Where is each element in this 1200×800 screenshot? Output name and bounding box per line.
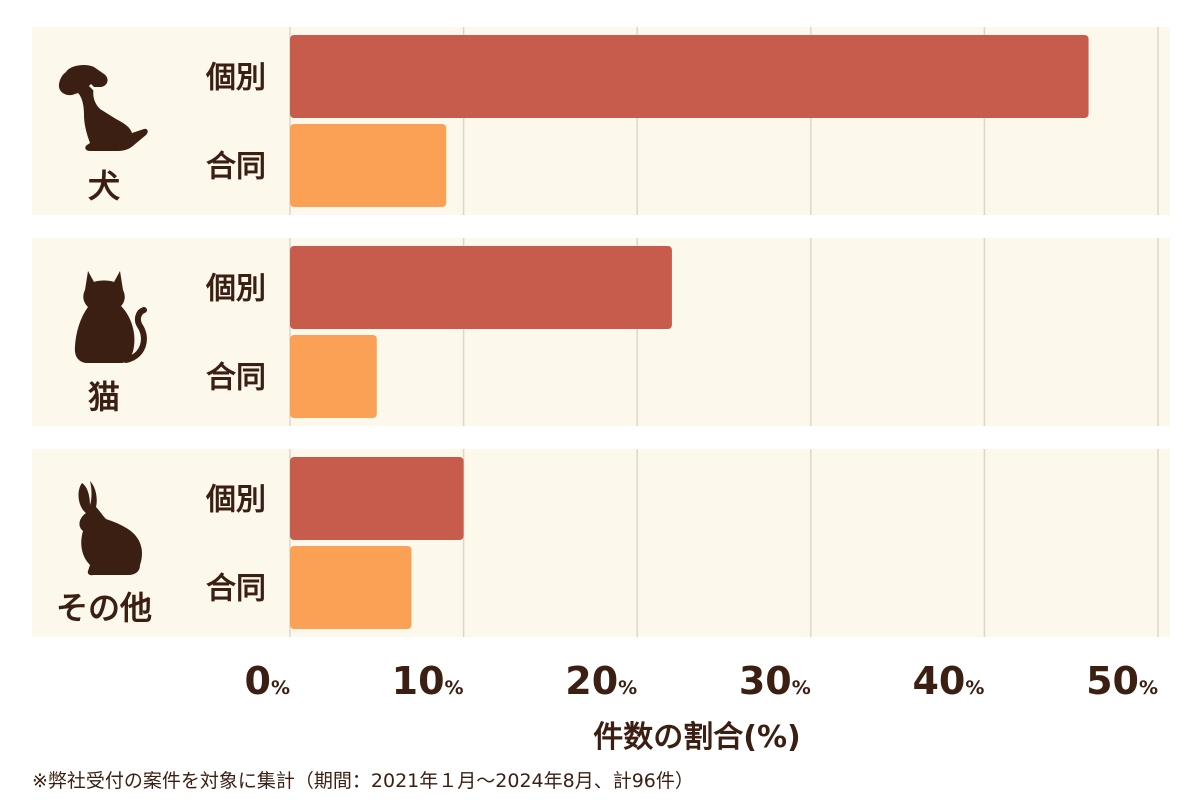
tick-label: 50% [1086,659,1158,703]
bar [290,35,1089,118]
dog-icon [58,64,148,151]
group-label: 犬 [88,167,120,205]
series-label: 個別 [205,483,266,518]
tick-label: 40% [912,659,984,703]
rabbit-icon [78,481,142,576]
group-panel [32,449,1170,637]
cat-icon [74,271,147,363]
cat-body [74,271,135,363]
cat-tail [123,307,147,363]
tick-label: 0% [245,659,291,703]
series-label: 合同 [206,572,266,607]
bar [290,335,377,418]
footnote: ※弊社受付の案件を対象に集計（期間：2021年１月〜2024年8月、計96件） [32,770,694,792]
bar [290,124,447,207]
series-label: 合同 [206,361,266,396]
group-label: 猫 [88,378,120,416]
dog-body [58,64,148,151]
tick-label: 20% [565,659,637,703]
group-label: その他 [56,589,152,627]
series-label: 合同 [206,150,266,185]
bar [290,457,464,540]
tick-label: 30% [739,659,811,703]
bar [290,546,412,629]
series-label: 個別 [205,61,266,96]
series-label: 個別 [205,272,266,307]
rabbit-body [78,481,142,576]
dog-collar [88,82,112,98]
tick-label: 10% [392,659,464,703]
bar [290,246,672,329]
x-axis-title: 件数の割合(%) [593,720,800,755]
